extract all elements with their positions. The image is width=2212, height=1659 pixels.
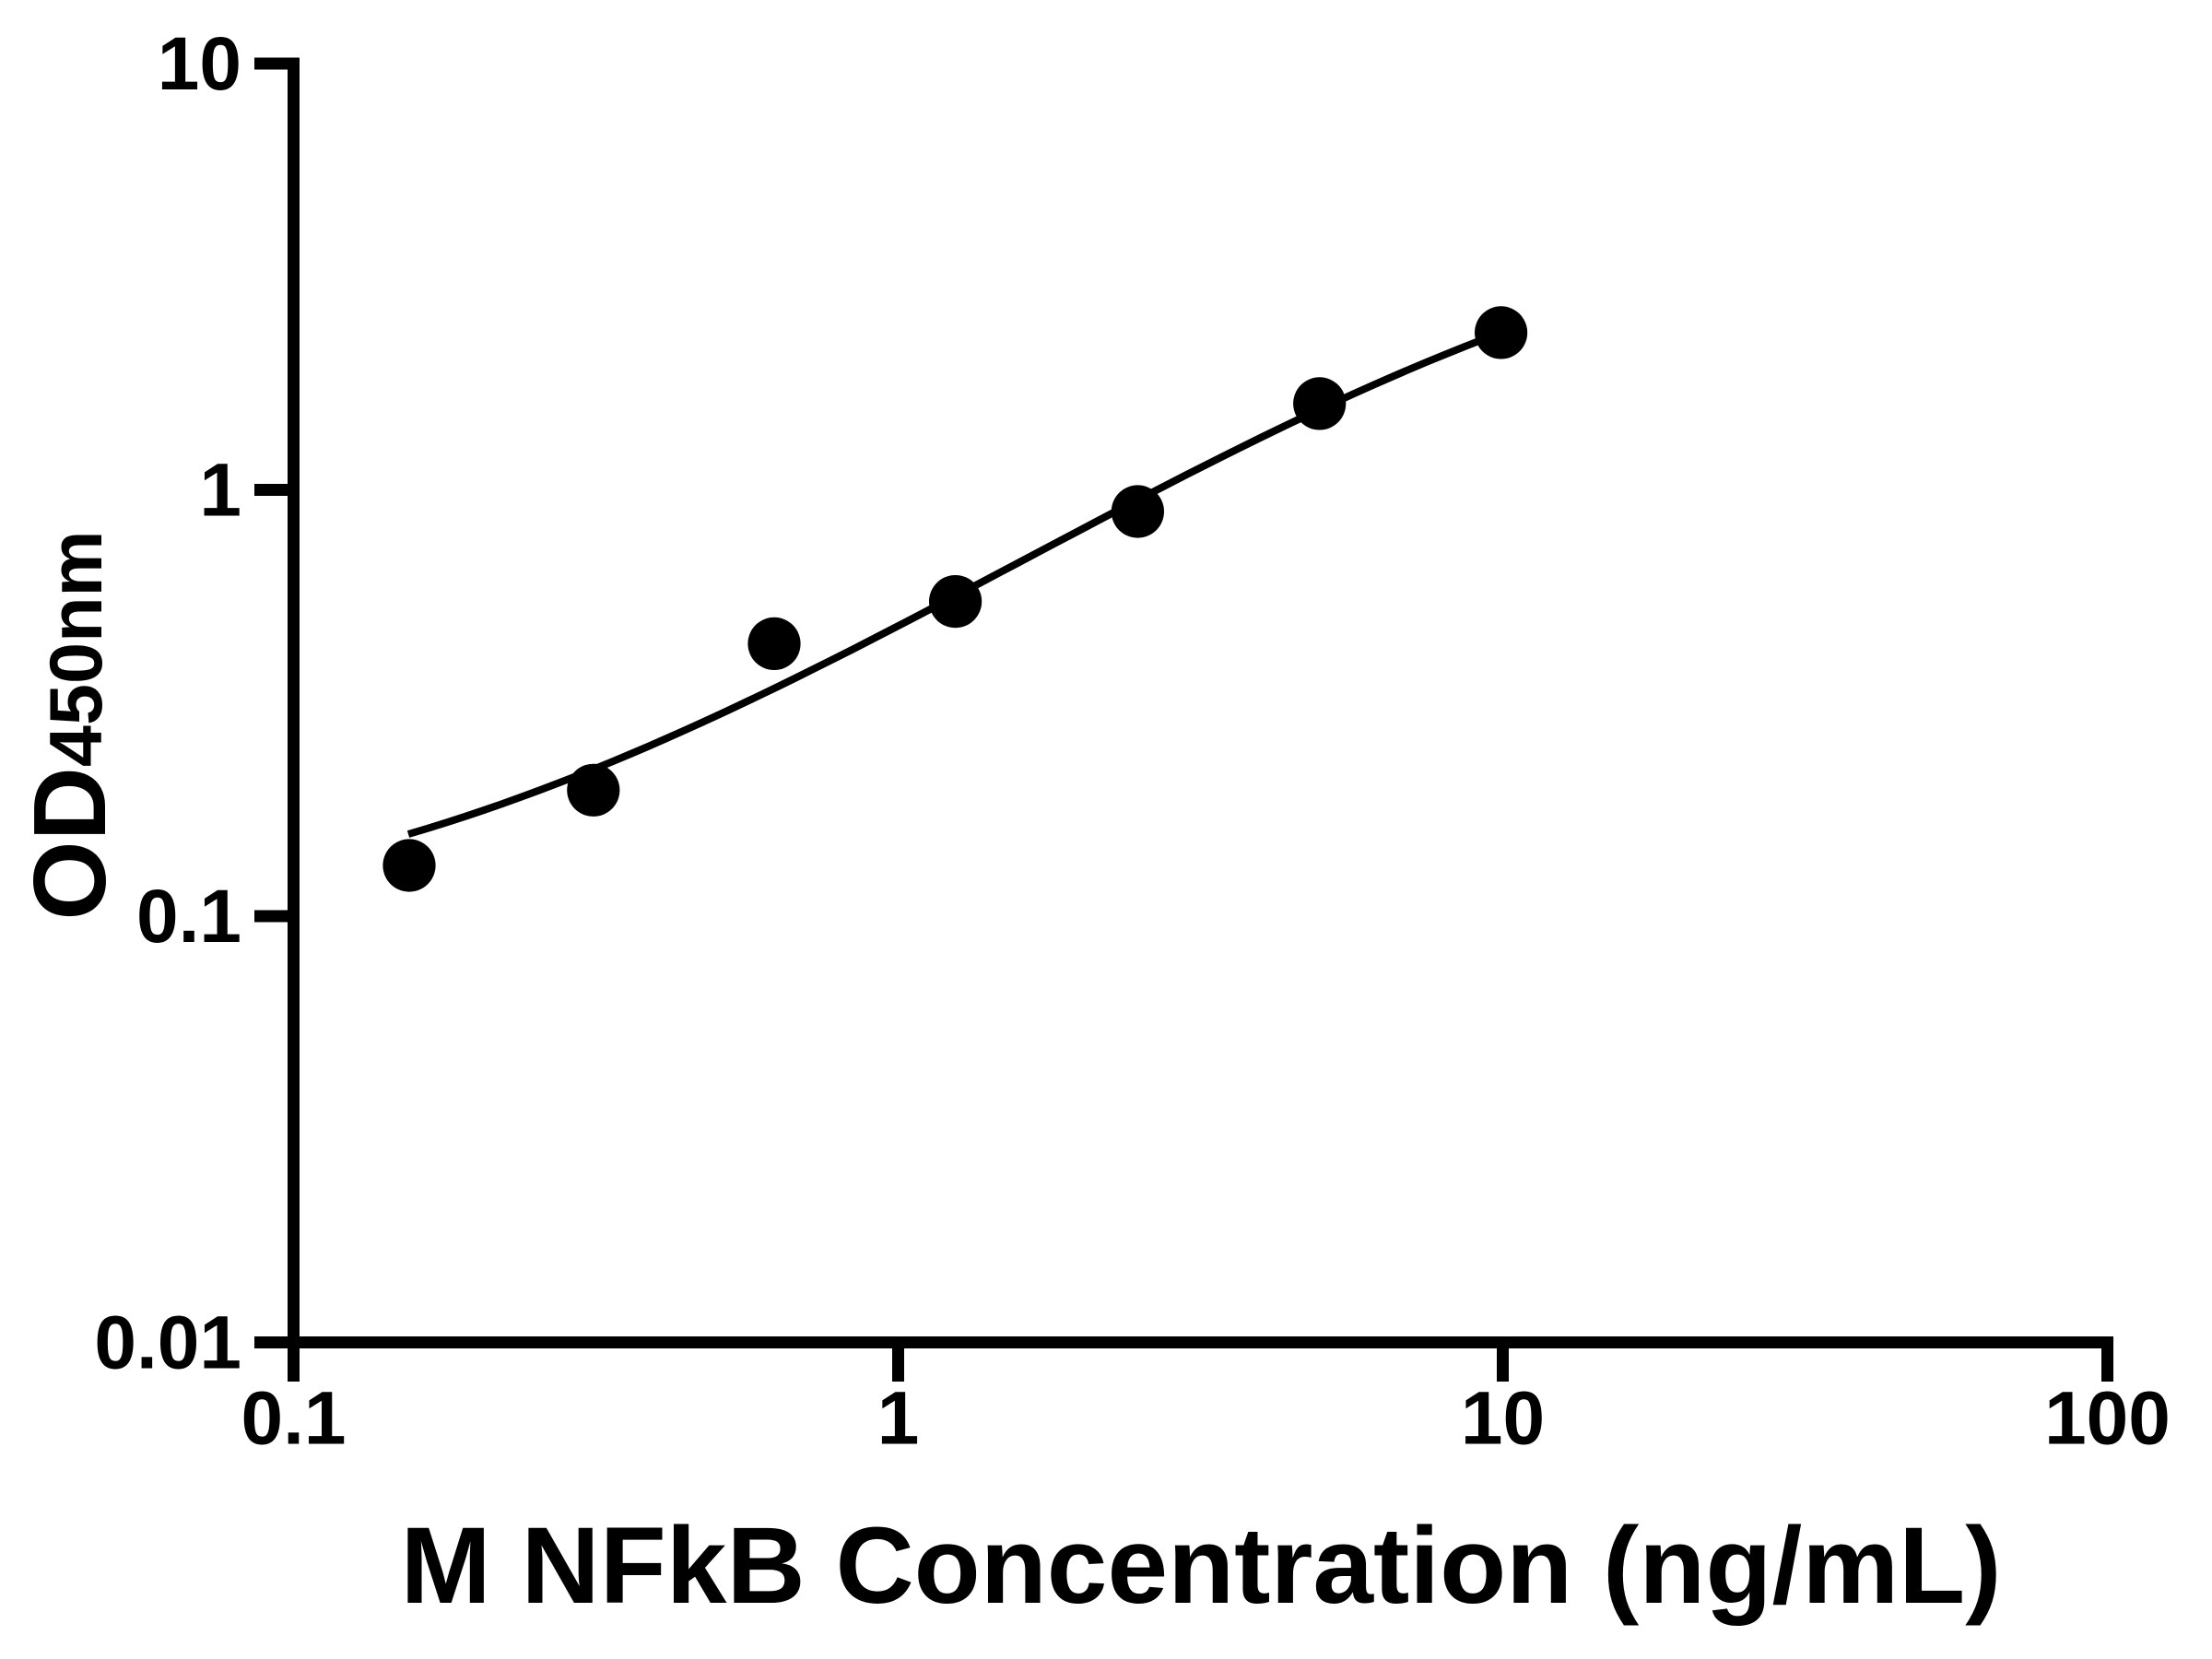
svg-text:OD450nm: OD450nm xyxy=(13,530,127,920)
svg-text:100: 100 xyxy=(2044,1377,2171,1461)
svg-text:1: 1 xyxy=(877,1377,920,1461)
svg-text:10: 10 xyxy=(1461,1377,1545,1461)
svg-text:1: 1 xyxy=(199,449,241,533)
svg-text:0.1: 0.1 xyxy=(241,1377,347,1461)
svg-text:0.1: 0.1 xyxy=(136,875,241,959)
svg-text:M NFkB Concentration (ng/mL): M NFkB Concentration (ng/mL) xyxy=(400,1505,2001,1627)
svg-text:0.01: 0.01 xyxy=(94,1301,241,1385)
svg-text:10: 10 xyxy=(158,22,241,106)
